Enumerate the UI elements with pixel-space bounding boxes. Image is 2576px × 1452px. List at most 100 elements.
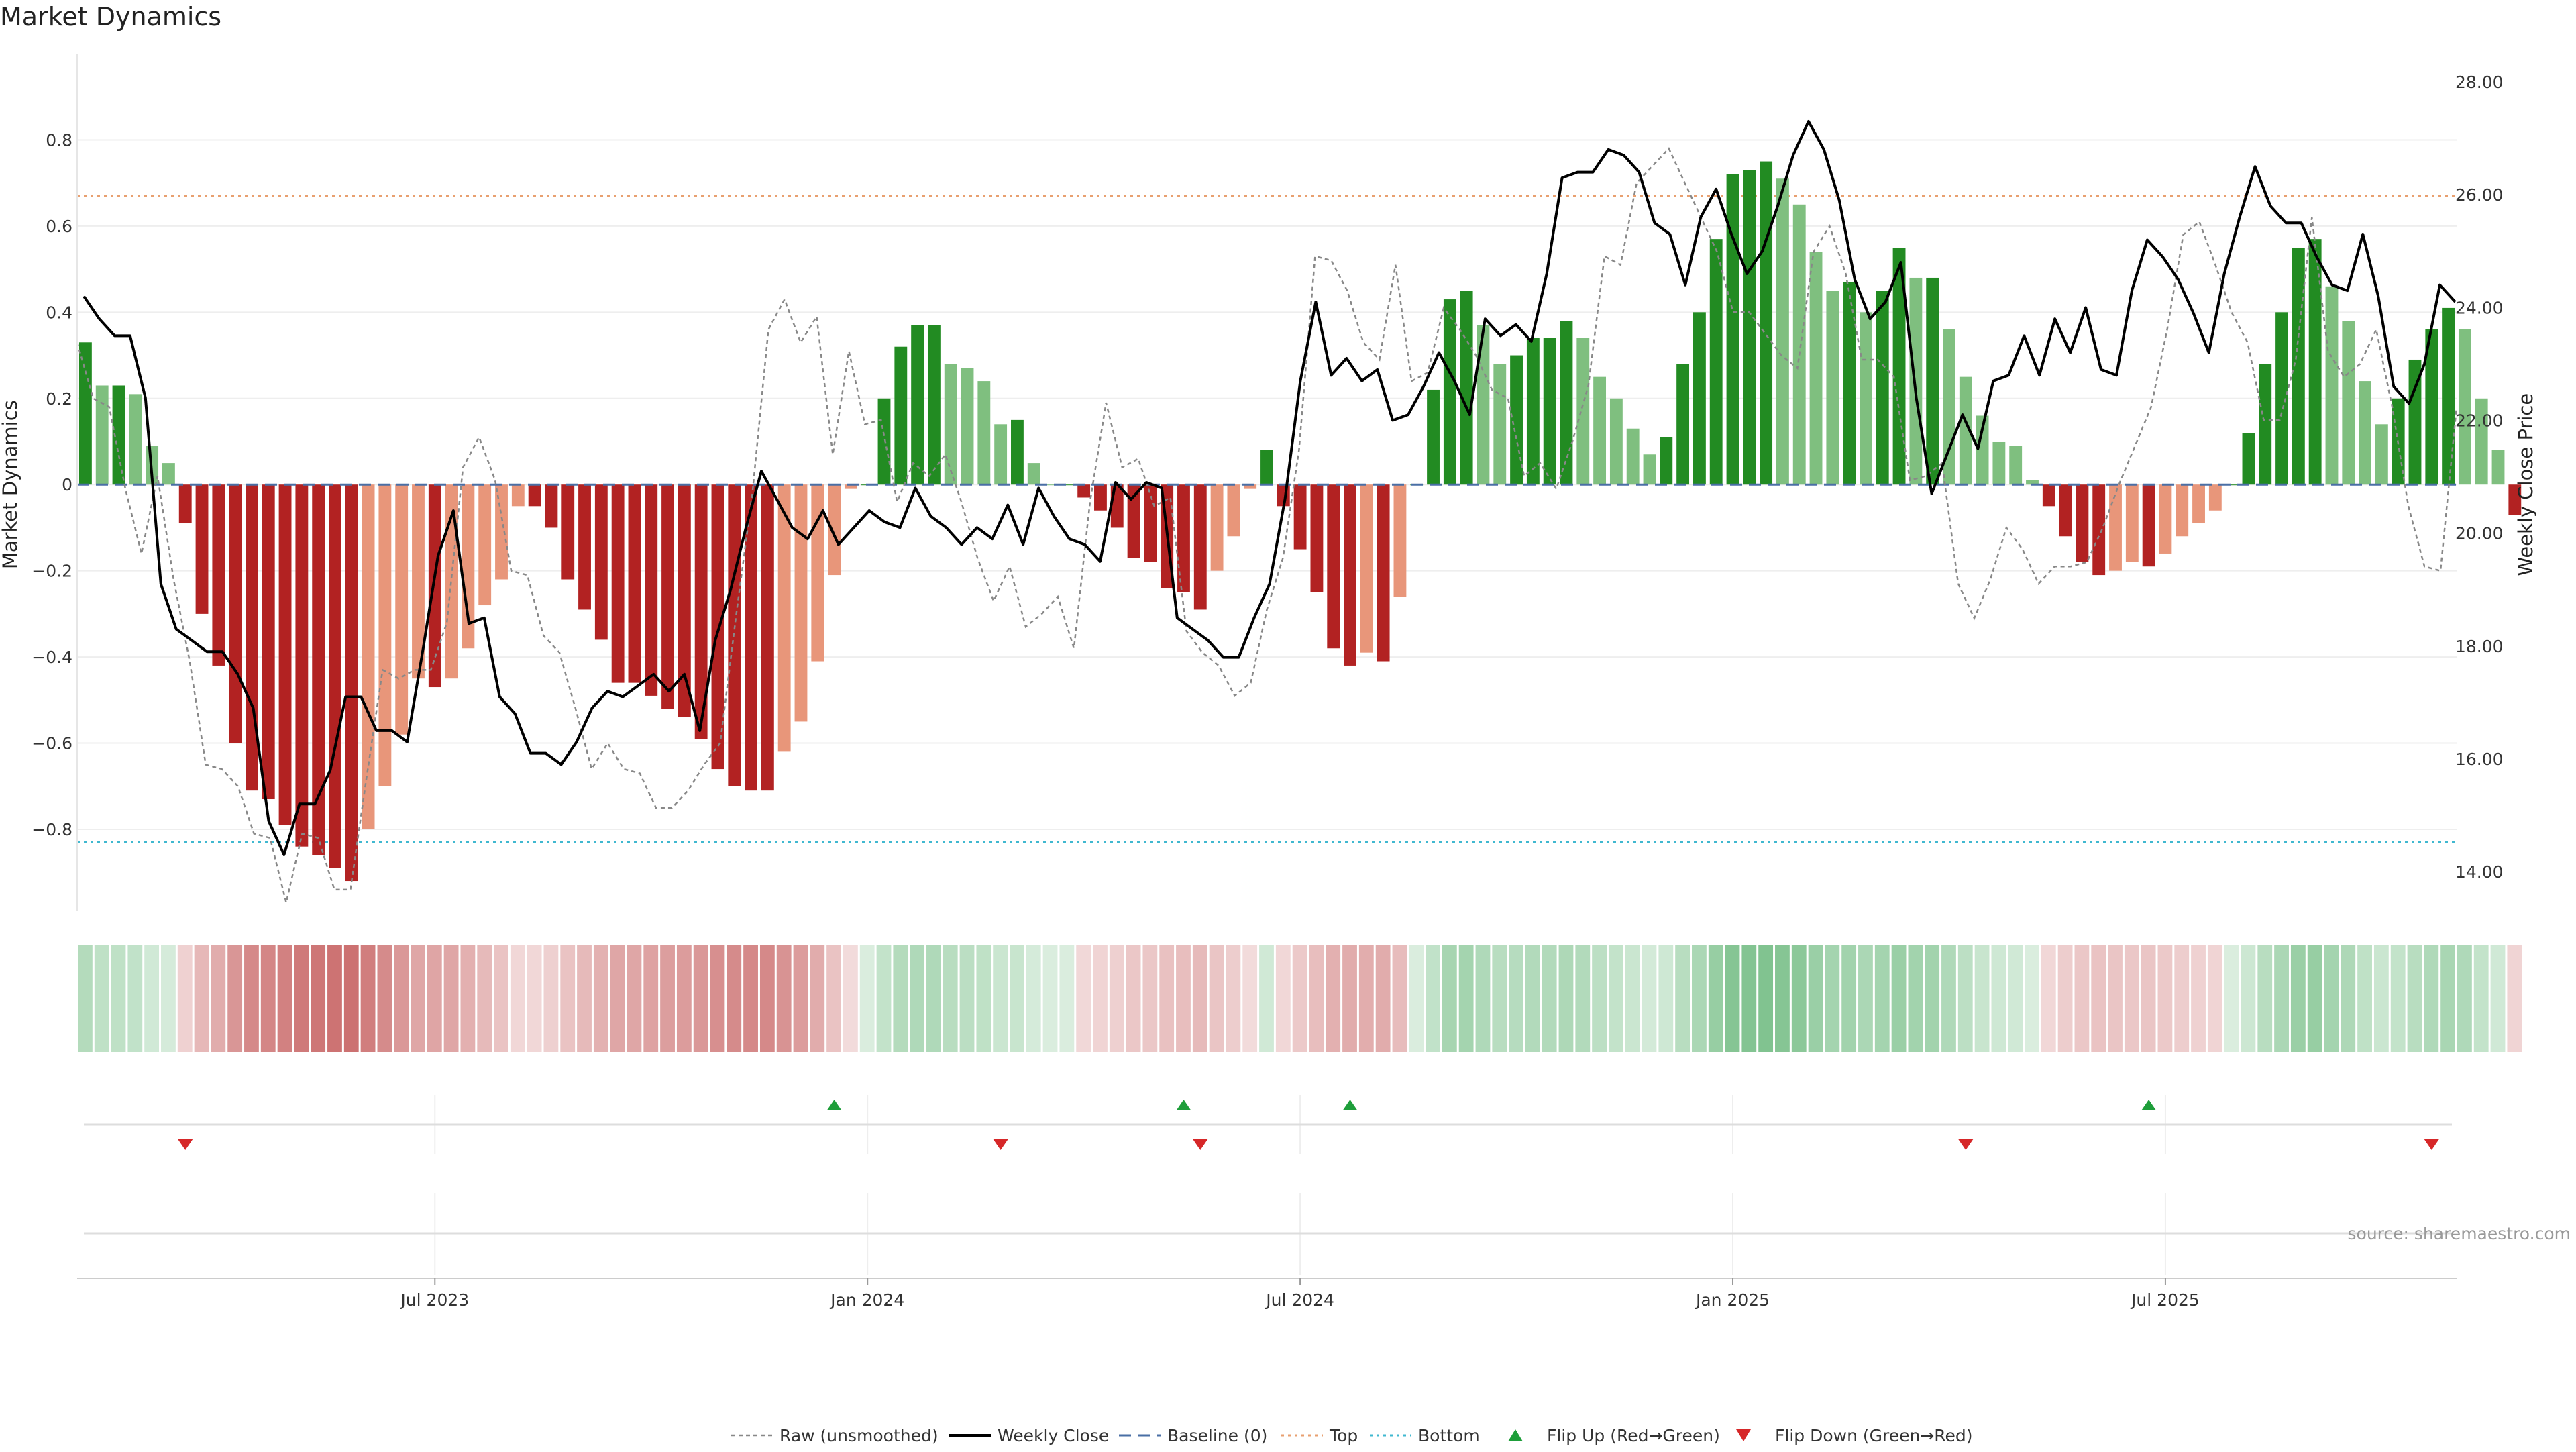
dynamics-bar: [711, 484, 724, 770]
heat-cell: [1758, 945, 1774, 1052]
heat-cell: [494, 945, 508, 1052]
heat-cell: [1509, 945, 1523, 1052]
y-tick-label: −0.2: [32, 562, 72, 581]
heat-cell: [1775, 945, 1790, 1052]
dynamics-bar: [594, 484, 608, 640]
dynamics-bar: [2475, 398, 2488, 485]
dynamics-bar: [1310, 484, 1324, 592]
heat-cell: [360, 945, 376, 1052]
dynamics-bar: [462, 484, 475, 649]
dynamics-bar: [1876, 291, 1889, 485]
y2-tick-label: 18.00: [2455, 637, 2504, 656]
heat-cell: [1375, 945, 1391, 1052]
heat-cell: [1858, 945, 1873, 1052]
heat-cell: [2108, 945, 2123, 1052]
heat-cell: [776, 945, 792, 1052]
heat-cell: [443, 945, 459, 1052]
dynamics-bar: [2259, 364, 2272, 485]
legend-flip-up-marker: [1508, 1429, 1523, 1441]
heat-cell: [1625, 945, 1640, 1052]
heat-cell: [926, 945, 941, 1052]
dynamics-bar: [1992, 441, 2006, 485]
dynamics-bar: [961, 368, 974, 485]
dynamics-bar: [1044, 484, 1057, 486]
dynamics-bar: [378, 484, 392, 786]
heat-cell: [244, 945, 259, 1052]
dynamics-bar: [246, 484, 258, 791]
dynamics-bar: [1792, 204, 1806, 485]
heat-cell: [610, 945, 625, 1052]
heat-cell: [527, 945, 542, 1052]
dynamics-bar: [777, 484, 791, 752]
heat-cell: [1010, 945, 1024, 1052]
dynamics-bar: [2408, 359, 2422, 485]
x-tick-label: Jan 2024: [829, 1290, 904, 1310]
heat-cell: [2057, 945, 2073, 1052]
dynamics-bar: [1244, 484, 1257, 489]
y-tick-label: 0: [62, 475, 72, 495]
dynamics-bar: [262, 484, 275, 800]
heat-cell: [826, 945, 841, 1052]
dynamics-bar: [1393, 484, 1407, 597]
dynamics-bar: [1177, 484, 1190, 592]
dynamics-bar: [2308, 239, 2322, 485]
heat-cell: [1708, 945, 1723, 1052]
dynamics-bar: [2242, 433, 2255, 485]
y2-tick-label: 28.00: [2455, 72, 2504, 92]
dynamics-bar: [2225, 484, 2239, 486]
heat-cell: [2141, 945, 2156, 1052]
heat-cell: [2473, 945, 2489, 1052]
dynamics-bar: [528, 484, 541, 507]
dynamics-bar: [1227, 484, 1240, 537]
heat-cell: [1575, 945, 1591, 1052]
dynamics-bar: [844, 484, 857, 489]
dynamics-bar: [2059, 484, 2072, 537]
heat-cell: [1991, 945, 2006, 1052]
dynamics-bar: [661, 484, 674, 709]
heat-cell: [1608, 945, 1623, 1052]
heat-cell: [1592, 945, 1607, 1052]
dynamics-bar: [295, 484, 309, 847]
dynamics-bar: [927, 325, 941, 485]
dynamics-bar: [877, 398, 891, 485]
y-axis-label: Market Dynamics: [0, 400, 21, 569]
heat-cell: [1026, 945, 1041, 1052]
dynamics-bar: [1427, 389, 1440, 485]
legend-flip-down-marker: [1736, 1429, 1751, 1441]
heat-cell: [111, 945, 126, 1052]
x-tick-label: Jan 2025: [1695, 1290, 1770, 1310]
heat-cell: [1442, 945, 1457, 1052]
heat-cell: [2307, 945, 2322, 1052]
price-lines: [76, 119, 2458, 903]
dynamics-bar: [1477, 325, 1490, 485]
dynamics-bar: [1077, 484, 1091, 498]
dynamics-bar: [1660, 437, 1673, 485]
heat-cell: [277, 945, 292, 1052]
heat-cell: [560, 945, 576, 1052]
dynamics-bar: [1626, 428, 1640, 485]
heat-cell: [1059, 945, 1075, 1052]
heat-cell: [1242, 945, 1258, 1052]
legend: Raw (unsmoothed) Weekly Close Baseline (0)…: [731, 1426, 1973, 1445]
dynamics-bar: [1377, 484, 1390, 662]
heat-cell: [1475, 945, 1491, 1052]
heat-cell: [893, 945, 908, 1052]
heat-cell: [1426, 945, 1440, 1052]
heat-cell: [2390, 945, 2406, 1052]
dynamics-bar: [761, 484, 774, 791]
heat-cell: [260, 945, 276, 1052]
dynamics-bar: [1526, 338, 1540, 485]
dynamics-bar: [2076, 484, 2089, 562]
heat-cell: [1908, 945, 1923, 1052]
weekly-close-line: [83, 119, 2457, 856]
heat-cell: [1392, 945, 1407, 1052]
heat-cell: [1292, 945, 1307, 1052]
heat-cell: [1741, 945, 1757, 1052]
heat-cell: [2207, 945, 2222, 1052]
heat-cell: [2290, 945, 2306, 1052]
lower-panel: [84, 1193, 2452, 1275]
heat-cell: [94, 945, 109, 1052]
y-tick-label: 0.4: [46, 303, 72, 322]
heat-cell: [1675, 945, 1690, 1052]
heat-cell: [377, 945, 392, 1052]
